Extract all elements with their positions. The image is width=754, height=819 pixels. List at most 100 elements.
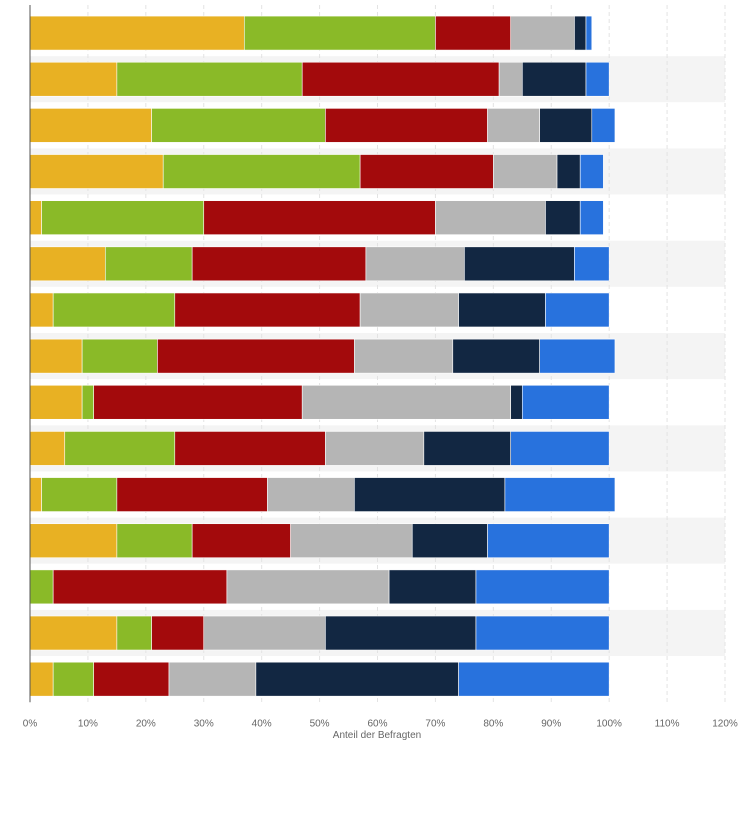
x-tick-label: 70%: [425, 718, 445, 729]
bar-segment: [452, 338, 540, 374]
bar-segment: [423, 431, 512, 466]
bar-segment: [29, 338, 83, 374]
bar-segment: [521, 384, 610, 420]
bar-segment: [93, 384, 303, 420]
bar-segment: [41, 200, 205, 235]
bar-segment: [325, 108, 488, 143]
bar-segment: [498, 61, 523, 97]
bar-segment: [579, 200, 604, 235]
bar-segment: [464, 246, 575, 282]
x-tick-label: 20%: [136, 718, 156, 729]
bar-segment: [116, 477, 268, 512]
bar-segment: [290, 523, 413, 559]
x-tick-label: 0%: [23, 718, 38, 729]
bar-segment: [435, 15, 512, 51]
bar-segment: [157, 338, 355, 374]
bar-segment: [29, 15, 245, 51]
bar-segment: [359, 154, 494, 189]
bar-segment: [29, 61, 118, 97]
bar-segment: [81, 338, 158, 374]
bar-segment: [29, 384, 83, 420]
bar-segment: [226, 569, 390, 605]
bar-segment: [354, 338, 454, 374]
bar-segment: [116, 61, 303, 97]
x-tick-label: 30%: [194, 718, 214, 729]
bar-segment: [203, 615, 326, 651]
bar-segment: [29, 154, 164, 189]
bar-segment: [104, 246, 193, 282]
bar-segment: [29, 431, 66, 466]
bar-segment: [29, 523, 118, 559]
bar-segment: [411, 523, 488, 559]
bar-segment: [388, 569, 477, 605]
bar-segment: [556, 154, 581, 189]
bar-segment: [29, 200, 42, 235]
x-tick-label: 110%: [655, 718, 680, 729]
bar-segment: [29, 477, 42, 512]
bar-segment: [521, 61, 587, 97]
bar-segment: [168, 661, 257, 697]
x-tick-label: 40%: [252, 718, 272, 729]
bar-segment: [93, 661, 170, 697]
bar-segment: [475, 569, 610, 605]
bar-segment: [359, 292, 459, 328]
bar-segment: [116, 523, 193, 559]
bar-segment: [539, 108, 593, 143]
bar-segment: [151, 108, 326, 143]
x-axis-title: Anteil der Befragten: [333, 730, 421, 741]
bar-segments: [29, 15, 616, 697]
bar-segment: [475, 615, 610, 651]
bar-segment: [585, 61, 610, 97]
bar-segment: [354, 477, 506, 512]
bar-segment: [510, 15, 575, 51]
bar-segment: [539, 338, 616, 374]
bar-segment: [591, 108, 616, 143]
bar-segment: [487, 108, 540, 143]
bar-segment: [585, 15, 593, 51]
bar-segment: [162, 154, 361, 189]
bar-segment: [52, 292, 176, 328]
bar-segment: [29, 615, 118, 651]
bar-segment: [435, 200, 546, 235]
bar-segment: [243, 15, 436, 51]
bar-segment: [301, 384, 512, 420]
bar-segment: [52, 661, 95, 697]
bar-segment: [579, 154, 604, 189]
bar-segment: [574, 15, 587, 51]
bar-segment: [29, 661, 54, 697]
bar-segment: [81, 384, 95, 420]
bar-segment: [458, 292, 546, 328]
bar-segment: [510, 431, 610, 466]
bar-segment: [545, 292, 610, 328]
bar-segment: [365, 246, 465, 282]
bar-segment: [174, 292, 361, 328]
x-tick-label: 120%: [712, 718, 738, 729]
bar-segment: [267, 477, 355, 512]
bar-segment: [151, 615, 205, 651]
bar-segment: [29, 569, 54, 605]
x-tick-label: 90%: [541, 718, 561, 729]
x-tick-label: 60%: [367, 718, 387, 729]
bar-segment: [64, 431, 176, 466]
x-tick-label: 50%: [310, 718, 330, 729]
bar-segment: [255, 661, 459, 697]
bar-segment: [29, 108, 152, 143]
bar-segment: [458, 661, 610, 697]
bar-segment: [493, 154, 558, 189]
bar-segment: [29, 292, 54, 328]
bar-segment: [52, 569, 228, 605]
x-tick-label: 80%: [483, 718, 503, 729]
bar-segment: [487, 523, 610, 559]
bar-segment: [174, 431, 326, 466]
bar-segment: [191, 246, 367, 282]
bar-segment: [301, 61, 500, 97]
bar-segment: [41, 477, 118, 512]
bar-segment: [510, 384, 523, 420]
bar-segment: [325, 615, 477, 651]
bar-segment: [325, 431, 425, 466]
bar-segment: [191, 523, 291, 559]
bar-segment: [29, 246, 106, 282]
bar-segment: [574, 246, 610, 282]
bar-segment: [116, 615, 152, 651]
